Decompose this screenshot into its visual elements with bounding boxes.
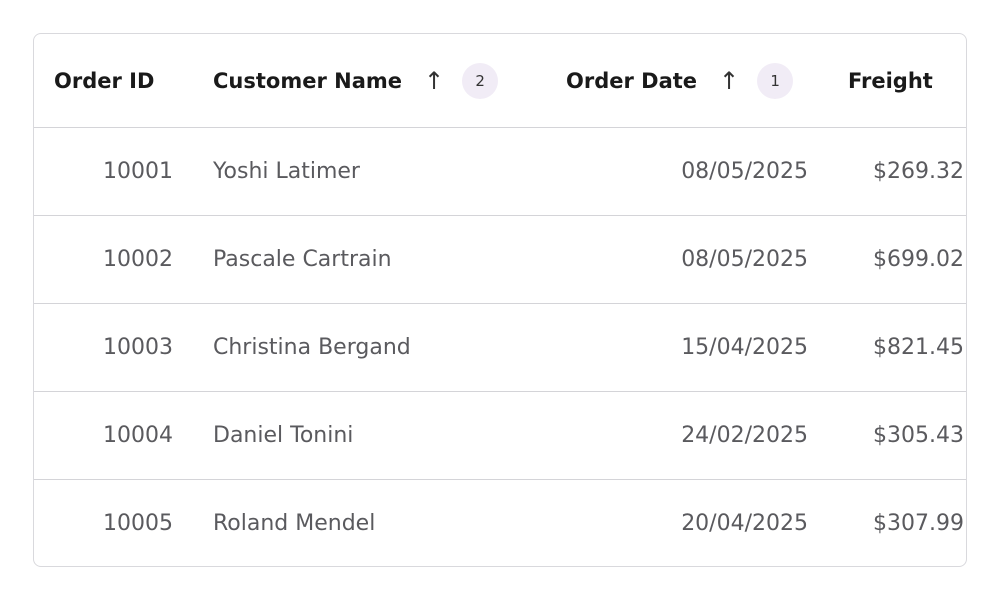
cell-freight: $305.43 — [828, 391, 966, 480]
header-row: Order ID Customer Name ↑ 2 Order Date ↑ 1 Fr… — [34, 34, 966, 128]
cell-customer-name: Pascale Cartrain — [193, 215, 546, 304]
cell-order-date: 20/04/2025 — [681, 511, 808, 536]
header-customer-name[interactable]: Customer Name ↑ 2 — [193, 34, 546, 128]
cell-order-id: 10005 — [103, 511, 173, 536]
cell-freight: $699.02 — [828, 215, 966, 304]
cell-order-id: 10001 — [34, 127, 193, 216]
table-row[interactable]: 10004 Daniel Tonini 24/02/2025 $305.43 — [34, 391, 966, 480]
table-row[interactable]: 10005 Roland Mendel 20/04/2025 $307.99 — [34, 480, 966, 567]
header-freight[interactable]: Freight — [828, 34, 966, 128]
cell-order-id: 10002 — [34, 215, 193, 304]
cell-order-date: 24/02/2025 — [546, 391, 828, 480]
cell-freight: $821.45 — [828, 303, 966, 392]
table-row[interactable]: 10003 Christina Bergand 15/04/2025 $821.45 — [34, 303, 966, 392]
table-row[interactable]: 10002 Pascale Cartrain 08/05/2025 $699.02 — [34, 215, 966, 304]
cell-order-id: 10003 — [34, 303, 193, 392]
cell-order-id: 10004 — [34, 391, 193, 480]
cell-freight: $269.32 — [828, 127, 966, 216]
cell-customer-name: Roland Mendel — [213, 511, 376, 536]
cell-order-date: 15/04/2025 — [546, 303, 828, 392]
cell-order-date: 08/05/2025 — [546, 215, 828, 304]
header-order-date[interactable]: Order Date ↑ 1 — [546, 34, 828, 128]
cell-freight: $307.99 — [873, 511, 964, 536]
cell-order-date: 08/05/2025 — [546, 127, 828, 216]
sort-order-badge: 2 — [462, 62, 499, 99]
table-row[interactable]: 10001 Yoshi Latimer 08/05/2025 $269.32 — [34, 127, 966, 216]
cell-customer-name: Daniel Tonini — [193, 391, 546, 480]
cell-customer-name: Christina Bergand — [193, 303, 546, 392]
arrow-up-icon: ↑ — [424, 66, 445, 95]
arrow-up-icon: ↑ — [719, 66, 740, 95]
header-order-id[interactable]: Order ID — [34, 34, 193, 128]
sort-order-badge: 1 — [757, 62, 794, 99]
cell-customer-name: Yoshi Latimer — [193, 127, 546, 216]
orders-grid: Order ID Customer Name ↑ 2 Order Date ↑ 1 Fr… — [33, 33, 967, 567]
